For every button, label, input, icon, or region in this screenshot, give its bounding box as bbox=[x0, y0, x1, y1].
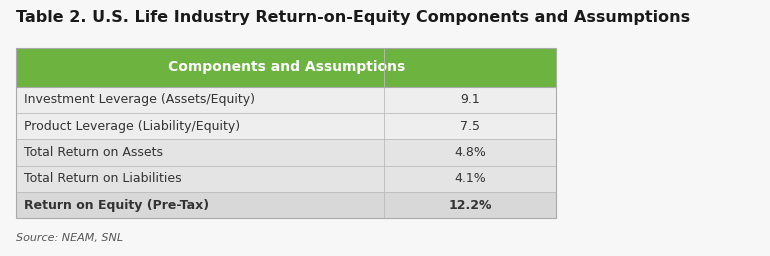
Text: Components and Assumptions: Components and Assumptions bbox=[168, 60, 405, 74]
FancyBboxPatch shape bbox=[16, 48, 557, 87]
Text: Source: NEAM, SNL: Source: NEAM, SNL bbox=[16, 233, 123, 243]
Text: Total Return on Liabilities: Total Return on Liabilities bbox=[25, 172, 182, 185]
Text: Investment Leverage (Assets/Equity): Investment Leverage (Assets/Equity) bbox=[25, 93, 256, 106]
Text: Total Return on Assets: Total Return on Assets bbox=[25, 146, 163, 159]
Text: 9.1: 9.1 bbox=[460, 93, 480, 106]
FancyBboxPatch shape bbox=[16, 139, 557, 166]
FancyBboxPatch shape bbox=[16, 192, 557, 218]
Text: Product Leverage (Liability/Equity): Product Leverage (Liability/Equity) bbox=[25, 120, 240, 133]
FancyBboxPatch shape bbox=[16, 166, 557, 192]
FancyBboxPatch shape bbox=[16, 87, 557, 113]
Text: Return on Equity (Pre-Tax): Return on Equity (Pre-Tax) bbox=[25, 198, 209, 211]
Text: 7.5: 7.5 bbox=[460, 120, 480, 133]
FancyBboxPatch shape bbox=[16, 113, 557, 139]
Text: 12.2%: 12.2% bbox=[448, 198, 492, 211]
Text: 4.1%: 4.1% bbox=[454, 172, 486, 185]
Text: 4.8%: 4.8% bbox=[454, 146, 486, 159]
Text: Table 2. U.S. Life Industry Return-on-Equity Components and Assumptions: Table 2. U.S. Life Industry Return-on-Eq… bbox=[16, 10, 691, 25]
